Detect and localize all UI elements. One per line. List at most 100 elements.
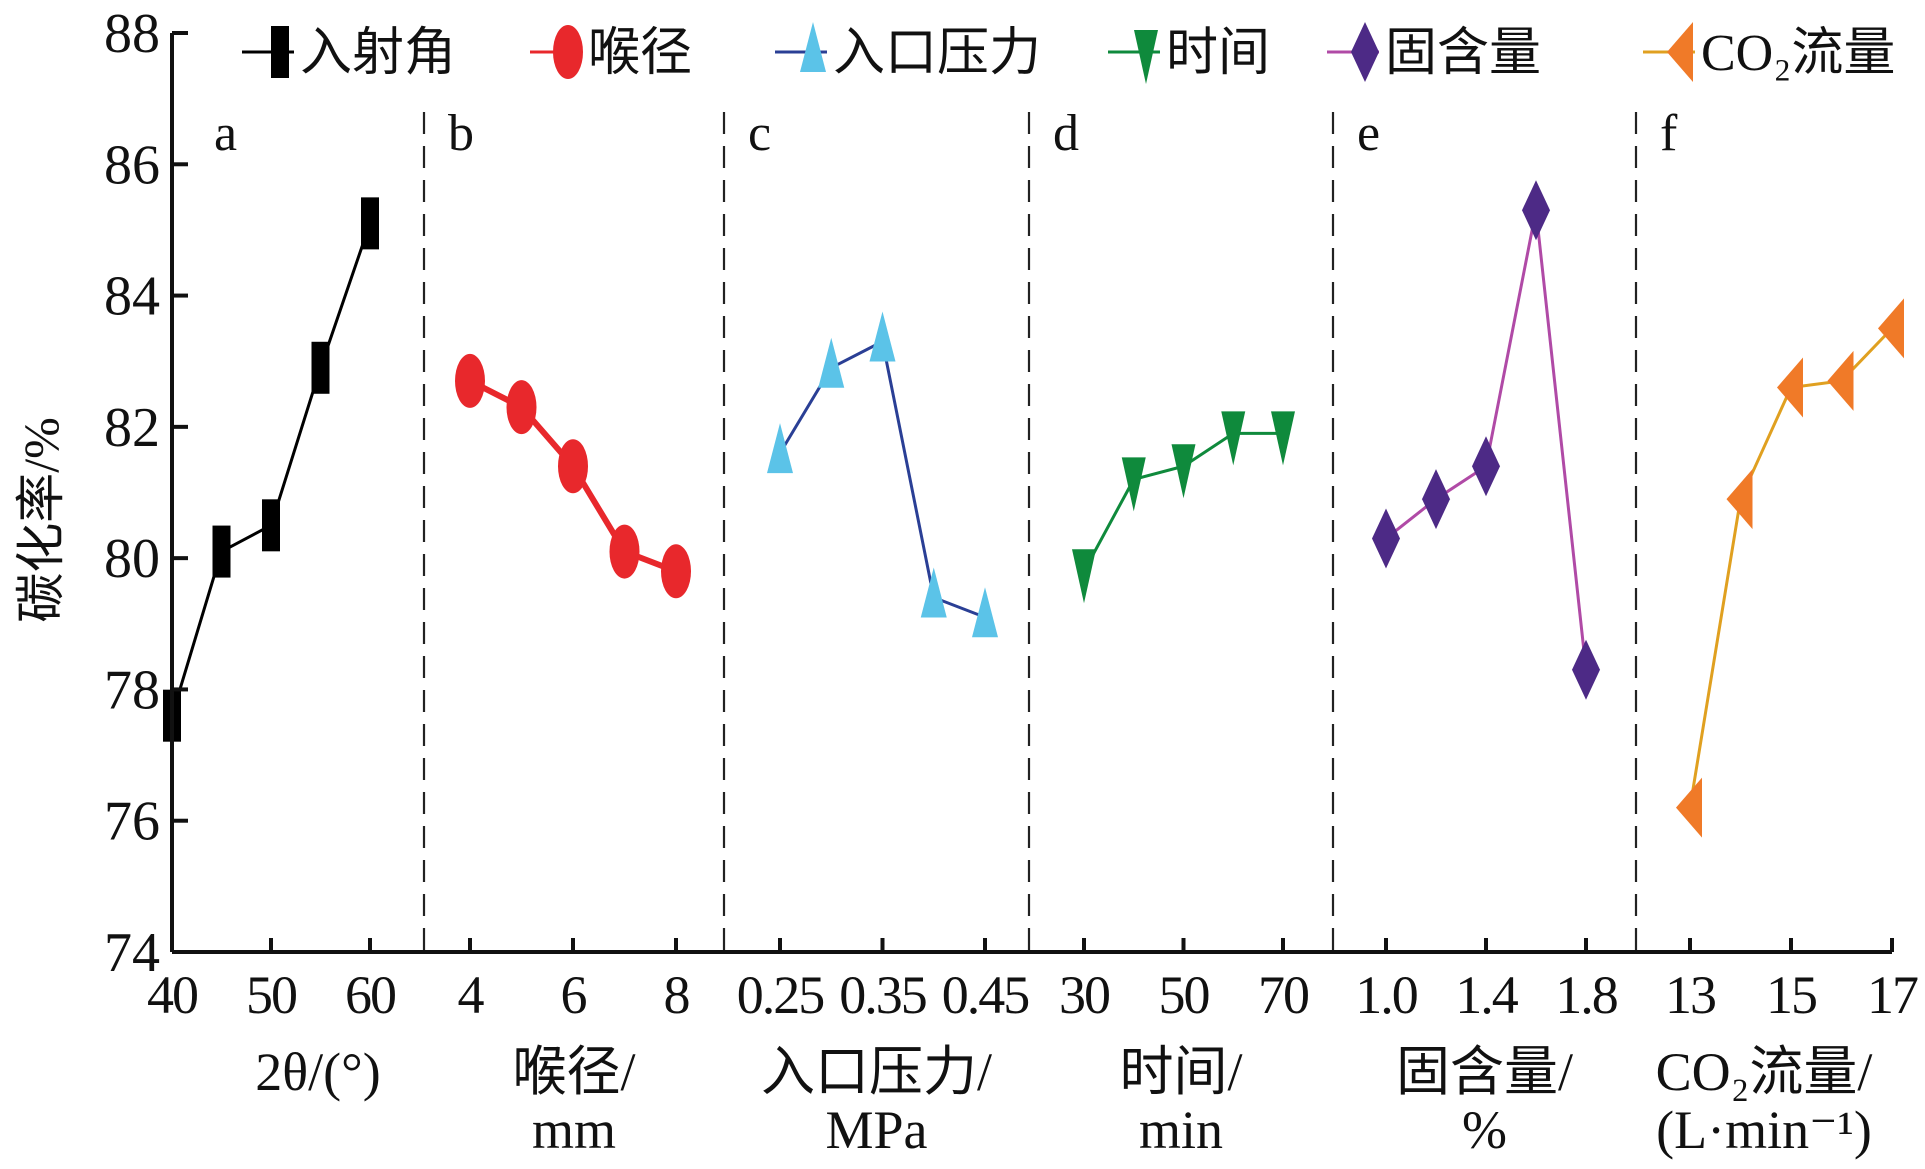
panel-a: a 40 50 60 2θ/(°) bbox=[147, 105, 397, 1102]
y-tick-label: 76 bbox=[104, 791, 160, 853]
data-point bbox=[1271, 411, 1295, 466]
data-point bbox=[1472, 436, 1500, 497]
data-point bbox=[972, 587, 998, 638]
data-point bbox=[1676, 777, 1702, 838]
data-point bbox=[767, 423, 793, 474]
legend-marker bbox=[1351, 22, 1379, 82]
data-point bbox=[920, 567, 947, 618]
series-line-a bbox=[170, 222, 372, 717]
x-axis-title: 喉径/ bbox=[512, 1042, 635, 1102]
panel-layer: a 40 50 60 2θ/(°) b 4 6 8 喉径/mm c 0.25 0.35 0.45 入口压力/… bbox=[147, 105, 1920, 1160]
data-point bbox=[1827, 350, 1854, 411]
data-point bbox=[311, 341, 330, 394]
x-axis-title: 固含量/ bbox=[1396, 1042, 1573, 1102]
axes-layer: 74 76 78 80 82 84 86 88 bbox=[104, 3, 1892, 984]
legend-label: CO₂流量 bbox=[1701, 25, 1895, 82]
panel-f: f 13 15 17 CO₂流量/(L·min⁻¹) bbox=[1656, 105, 1920, 1160]
x-tick-label: 1.4 bbox=[1455, 965, 1519, 1025]
x-tick-label: 60 bbox=[345, 965, 395, 1025]
panel-letter: f bbox=[1660, 105, 1678, 162]
legend-marker bbox=[800, 22, 826, 72]
data-point bbox=[1777, 357, 1803, 418]
y-tick-label: 82 bbox=[104, 397, 160, 459]
x-axis-title: % bbox=[1462, 1100, 1507, 1160]
x-tick-label: 0.35 bbox=[839, 965, 926, 1025]
legend-item-a: 入射角 bbox=[242, 25, 456, 82]
data-point bbox=[1221, 411, 1246, 466]
legend-label: 固含量 bbox=[1385, 25, 1541, 82]
x-tick-label: 30 bbox=[1059, 965, 1109, 1025]
panel-b: b 4 6 8 喉径/mm bbox=[448, 105, 691, 1160]
data-point bbox=[361, 197, 379, 250]
y-tick-label: 86 bbox=[104, 134, 160, 196]
legend-label: 入射角 bbox=[300, 25, 456, 82]
x-axis-title: mm bbox=[532, 1100, 616, 1160]
legend-label: 时间 bbox=[1166, 25, 1270, 82]
legend-marker bbox=[1667, 22, 1693, 82]
y-tick-label: 74 bbox=[104, 922, 160, 984]
data-point bbox=[1372, 508, 1400, 569]
legend-item-d: 时间 bbox=[1108, 25, 1270, 84]
panel-letter: c bbox=[748, 105, 771, 162]
legend-marker bbox=[1134, 30, 1158, 84]
x-tick-label: 17 bbox=[1867, 965, 1918, 1025]
legend-item-f: CO₂流量 bbox=[1643, 22, 1895, 82]
panel-letter: b bbox=[448, 105, 474, 162]
y-axis-title: 碳化率/% bbox=[13, 417, 69, 623]
legend-label: 喉径 bbox=[588, 25, 692, 82]
data-point bbox=[609, 524, 640, 579]
data-point bbox=[212, 525, 231, 578]
x-tick-label: 8 bbox=[664, 965, 689, 1025]
data-point bbox=[455, 353, 485, 408]
legend: 入射角 喉径 入口压力 时间 固含量 CO₂流量 bbox=[242, 22, 1895, 84]
y-tick-label: 78 bbox=[104, 659, 160, 721]
y-tick-label: 80 bbox=[104, 528, 160, 590]
data-point bbox=[1572, 639, 1600, 700]
x-tick-label: 1.0 bbox=[1355, 965, 1417, 1025]
x-axis-title: MPa bbox=[825, 1100, 927, 1160]
panel-e: e 1.0 1.4 1.8 固含量/% bbox=[1355, 105, 1619, 1160]
legend-item-c: 入口压力 bbox=[775, 22, 1041, 82]
x-tick-label: 0.45 bbox=[942, 965, 1029, 1025]
data-point bbox=[1522, 180, 1550, 241]
data-point bbox=[1121, 457, 1146, 512]
data-point bbox=[1422, 469, 1450, 530]
legend-item-b: 喉径 bbox=[530, 25, 692, 82]
data-point bbox=[1171, 444, 1196, 499]
x-tick-label: 0.25 bbox=[737, 965, 824, 1025]
data-point bbox=[262, 499, 280, 552]
x-tick-label: 1.8 bbox=[1555, 965, 1617, 1025]
x-tick-label: 40 bbox=[147, 965, 197, 1025]
x-tick-label: 6 bbox=[561, 965, 587, 1025]
legend-item-e: 固含量 bbox=[1327, 22, 1541, 82]
x-axis-title: min bbox=[1139, 1100, 1223, 1160]
x-tick-label: 13 bbox=[1665, 965, 1715, 1025]
x-tick-label: 50 bbox=[246, 965, 296, 1025]
x-tick-label: 4 bbox=[458, 965, 485, 1025]
x-tick-label: 50 bbox=[1159, 965, 1209, 1025]
x-tick-label: 70 bbox=[1258, 965, 1308, 1025]
legend-marker bbox=[553, 25, 583, 79]
data-point bbox=[1726, 469, 1753, 530]
panel-letter: d bbox=[1053, 105, 1079, 162]
x-axis-title: 入口压力/ bbox=[761, 1042, 992, 1102]
data-point bbox=[1072, 549, 1096, 604]
x-axis-title: CO₂流量/ bbox=[1656, 1042, 1873, 1102]
legend-label: 入口压力 bbox=[833, 25, 1041, 82]
series-line-c bbox=[778, 340, 986, 619]
x-tick-label: 15 bbox=[1766, 965, 1816, 1025]
data-point bbox=[818, 337, 845, 388]
legend-marker bbox=[271, 26, 289, 78]
data-point bbox=[869, 311, 896, 362]
panel-c: c 0.25 0.35 0.45 入口压力/MPa bbox=[737, 105, 1031, 1160]
data-point bbox=[1878, 298, 1904, 359]
y-tick-label: 84 bbox=[104, 266, 160, 328]
x-axis-title: (L·min⁻¹) bbox=[1656, 1100, 1872, 1160]
x-axis-title: 2θ/(°) bbox=[255, 1042, 380, 1102]
y-tick-label: 88 bbox=[104, 3, 160, 65]
data-point bbox=[558, 439, 588, 494]
panel-d: d 30 50 70 时间/min bbox=[1053, 105, 1310, 1160]
data-point bbox=[661, 544, 691, 599]
panel-letter: e bbox=[1357, 105, 1380, 162]
